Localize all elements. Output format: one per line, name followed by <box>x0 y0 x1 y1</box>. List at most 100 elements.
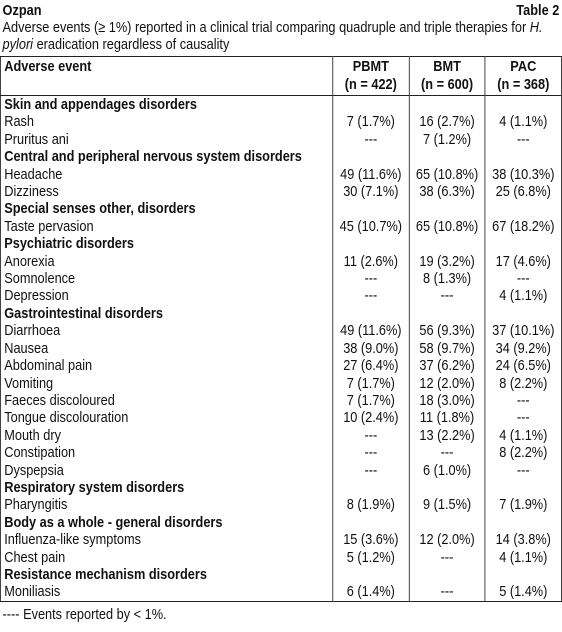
column-header: PAC (n = 368) <box>484 56 562 96</box>
count-cell: 4 (1.1%) <box>484 287 562 305</box>
count-cell: 12 (2.0%) <box>408 374 486 392</box>
count-cell: 58 (9.7%) <box>408 339 486 358</box>
count-cell: --- <box>332 287 409 305</box>
count-cell: --- <box>408 548 486 566</box>
count-cell: 49 (11.6%) <box>332 165 409 184</box>
section-title: Resistance mechanism disorders <box>4 565 207 583</box>
count-cell: 7 (1.7%) <box>332 391 409 410</box>
data-row: Taste pervasion 45 (10.7%) 65 (10.8%) 67 (1… <box>0 217 562 236</box>
header-text: Adverse event <box>4 58 92 75</box>
count-cell: 11 (2.6%) <box>332 252 409 271</box>
empty-cell <box>332 478 409 497</box>
count-cell: 4 (1.1%) <box>484 426 562 445</box>
empty-cell <box>332 95 409 114</box>
empty-cell <box>484 513 562 532</box>
title: Ozpan <box>2 2 42 19</box>
event-name: Pharyngitis <box>4 496 68 514</box>
data-row: Anorexia 11 (2.6%) 19 (3.2%) 17 (4.6%) <box>0 252 562 271</box>
event-name: Chest pain <box>4 548 66 566</box>
empty-cell <box>332 200 409 218</box>
count-cell: 4 (1.1%) <box>484 548 562 566</box>
event-name: Nausea <box>4 339 49 357</box>
data-row: Constipation --- --- 8 (2.2%) <box>0 444 562 462</box>
section-title: Body as a whole - general disorders <box>4 513 223 531</box>
section-row: Psychiatric disorders <box>0 235 562 253</box>
data-row: Dyspepsia --- 6 (1.0%) --- <box>0 461 562 479</box>
count-cell: 25 (6.8%) <box>484 183 562 201</box>
count-cell: 7 (1.7%) <box>332 113 409 131</box>
caption-text: eradication regardless of causality <box>33 36 230 53</box>
section-title: Gastrointestinal disorders <box>4 304 163 322</box>
count-cell: 37 (6.2%) <box>408 357 486 375</box>
count-cell: --- <box>484 270 562 288</box>
count-cell: --- <box>484 391 562 410</box>
event-name: Abdominal pain <box>4 357 93 375</box>
count-cell: 4 (1.1%) <box>484 113 562 131</box>
caption-text: Adverse events (≥ 1%) reported in a clin… <box>2 19 530 36</box>
count-cell: 19 (3.2%) <box>408 252 486 271</box>
section-row: Central and peripheral nervous system di… <box>0 148 562 166</box>
empty-cell <box>484 565 562 584</box>
section-title: Respiratory system disorders <box>4 478 185 496</box>
count-cell: 11 (1.8%) <box>408 409 486 427</box>
count-cell: 18 (3.0%) <box>408 391 486 410</box>
count-cell: 12 (2.0%) <box>408 531 486 549</box>
empty-cell <box>332 235 409 253</box>
column-header: BMT (n = 600) <box>408 56 486 96</box>
table: Adverse event PBMT (n = 422) BMT (n = 600) PA… <box>0 56 562 602</box>
event-name: Constipation <box>4 444 76 462</box>
empty-cell <box>408 513 486 532</box>
empty-cell <box>332 304 409 323</box>
data-row: Mouth dry --- 13 (2.2%) 4 (1.1%) <box>0 426 562 445</box>
caption-italic: H. pylori <box>2 19 543 53</box>
event-name: Moniliasis <box>4 583 61 601</box>
count-cell: 5 (1.2%) <box>332 548 409 566</box>
data-row: Vomiting 7 (1.7%) 12 (2.0%) 8 (2.2%) <box>0 374 562 392</box>
event-name: Tongue discolouration <box>4 409 129 427</box>
header-text: BMT <box>433 58 461 75</box>
count-cell: 24 (6.5%) <box>484 357 562 375</box>
header-text: PAC <box>510 58 537 75</box>
column-header: Adverse event <box>0 56 333 96</box>
event-name: Influenza-like symptoms <box>4 531 142 549</box>
count-cell: 27 (6.4%) <box>332 357 409 375</box>
event-name: Dizziness <box>4 183 59 201</box>
count-cell: 7 (1.2%) <box>408 130 486 149</box>
section-row: Body as a whole - general disorders <box>0 513 562 532</box>
count-cell: 38 (6.3%) <box>408 183 486 201</box>
count-cell: 45 (10.7%) <box>332 217 409 236</box>
header-text: (n = 422) <box>344 76 397 93</box>
data-row: Moniliasis 6 (1.4%) --- 5 (1.4%) <box>0 583 562 602</box>
data-row: Headache 49 (11.6%) 65 (10.8%) 38 (10.3%) <box>0 165 562 184</box>
section-row: Special senses other, disorders <box>0 200 562 218</box>
data-row: Pharyngitis 8 (1.9%) 9 (1.5%) 7 (1.9%) <box>0 496 562 514</box>
count-cell: --- <box>332 444 409 462</box>
event-name: Mouth dry <box>4 426 61 444</box>
empty-cell <box>408 565 486 584</box>
empty-cell <box>408 304 486 323</box>
section-title: Psychiatric disorders <box>4 235 134 253</box>
data-row: Diarrhoea 49 (11.6%) 56 (9.3%) 37 (10.1%) <box>0 322 562 340</box>
data-row: Somnolence --- 8 (1.3%) --- <box>0 270 562 288</box>
event-name: Rash <box>4 113 35 131</box>
section-title: Skin and appendages disorders <box>4 96 197 113</box>
count-cell: --- <box>408 444 486 462</box>
event-name: Somnolence <box>4 270 76 288</box>
data-row: Pruritus ani --- 7 (1.2%) --- <box>0 130 562 149</box>
count-cell: --- <box>332 270 409 288</box>
data-row: Dizziness 30 (7.1%) 38 (6.3%) 25 (6.8%) <box>0 183 562 201</box>
count-cell: 56 (9.3%) <box>408 322 486 340</box>
count-cell: 65 (10.8%) <box>408 165 486 184</box>
empty-cell <box>484 304 562 323</box>
empty-cell <box>332 513 409 532</box>
count-cell: 13 (2.2%) <box>408 426 486 445</box>
count-cell: --- <box>484 461 562 479</box>
empty-cell <box>332 148 409 166</box>
section-title: Central and peripheral nervous system di… <box>4 148 302 166</box>
count-cell: 49 (11.6%) <box>332 322 409 340</box>
count-cell: --- <box>484 130 562 149</box>
count-cell: 67 (18.2%) <box>484 217 562 236</box>
count-cell: 10 (2.4%) <box>332 409 409 427</box>
